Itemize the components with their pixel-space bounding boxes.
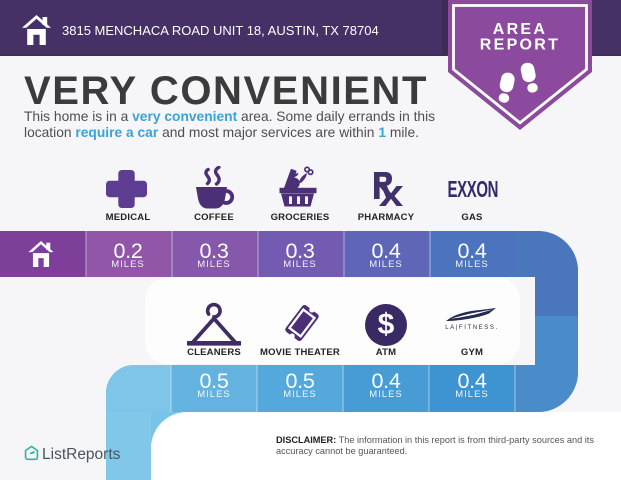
svg-text:REPORT: REPORT <box>480 37 560 54</box>
svg-text:AREA: AREA <box>493 21 548 38</box>
svg-text:EXXON: EXXON <box>447 178 498 202</box>
svg-text:LA|FITNESS.: LA|FITNESS. <box>445 325 499 331</box>
